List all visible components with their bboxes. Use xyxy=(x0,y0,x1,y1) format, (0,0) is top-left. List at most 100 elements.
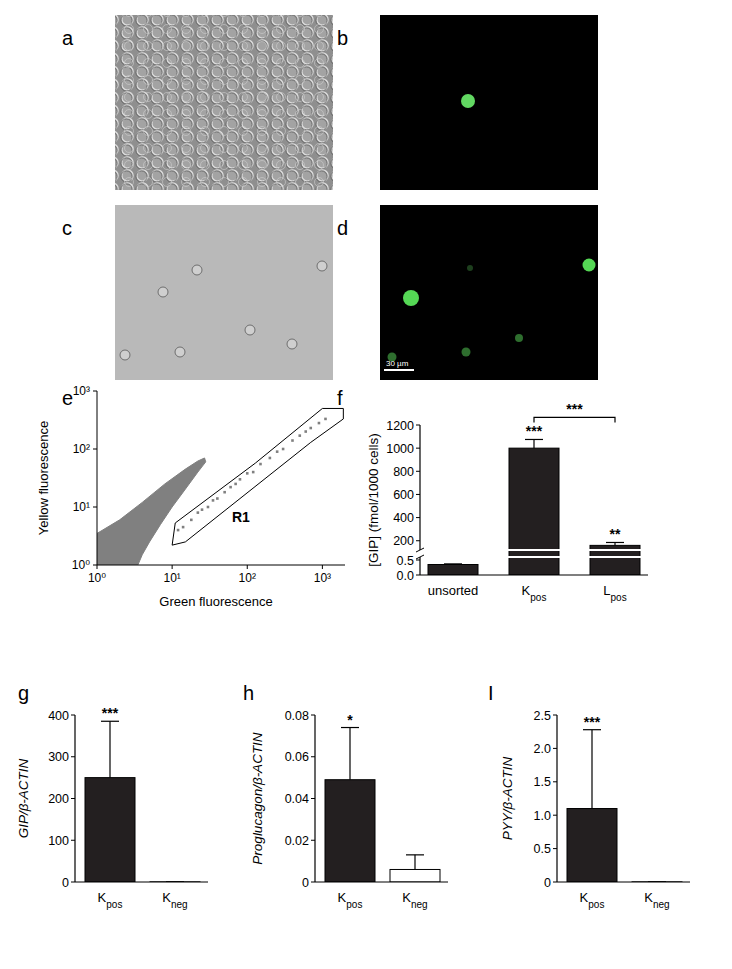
y-axis-title: Yellow fluorescence xyxy=(36,421,51,535)
category-main: K xyxy=(402,890,411,905)
significance-label: * xyxy=(347,712,353,728)
event-point xyxy=(276,450,279,453)
y-tick-label: 800 xyxy=(393,465,414,479)
category-main: K xyxy=(338,890,347,905)
y-tick xyxy=(416,448,420,449)
category-sub: neg xyxy=(653,899,670,910)
event-point xyxy=(309,427,312,430)
image-c xyxy=(115,205,333,380)
significance-label: *** xyxy=(584,714,601,730)
category-sub: pos xyxy=(611,592,627,603)
cell xyxy=(317,261,327,271)
category-label: unsorted xyxy=(428,583,479,598)
panel-label: c xyxy=(62,217,72,239)
plot-area xyxy=(567,730,682,882)
y-tick-label: 2.5 xyxy=(534,709,551,723)
category-label: Kpos xyxy=(522,583,547,603)
panel-label: d xyxy=(337,217,348,239)
plot-area xyxy=(97,408,343,565)
y-tick xyxy=(416,471,420,472)
event-point xyxy=(229,486,232,489)
significance-bracket xyxy=(534,417,615,422)
y-tick-label: 10³ xyxy=(73,384,90,398)
category-label: Lpos xyxy=(603,583,626,603)
error-bar xyxy=(606,542,624,545)
bar-chart: KposKneg0100200300400GIP/β-ACTIN*** xyxy=(16,705,208,909)
y-tick xyxy=(553,882,557,883)
y-axis-title: [GIP] (fmol/1000 cells) xyxy=(366,433,381,567)
bar-chart: KposKneg00.51.01.52.02.5PYY/β-ACTIN*** xyxy=(500,709,690,910)
category-main: K xyxy=(98,890,107,905)
event-point xyxy=(282,448,285,451)
category-label: Kpos xyxy=(338,890,363,910)
event-point xyxy=(269,457,272,460)
y-tick xyxy=(416,494,420,495)
y-tick-label: 1.5 xyxy=(534,775,551,789)
x-tick xyxy=(247,565,248,569)
x-tick xyxy=(97,565,98,569)
y-tick-label: 0.06 xyxy=(285,750,309,764)
y-tick xyxy=(311,756,315,757)
event-point xyxy=(197,511,200,514)
category-sub: neg xyxy=(171,899,188,910)
x-tick-label: 10¹ xyxy=(163,571,180,585)
error-bar-stem xyxy=(414,855,415,870)
axis-break-line xyxy=(508,549,560,551)
cell xyxy=(120,350,130,360)
y-tick-label: 10⁰ xyxy=(72,558,90,572)
error-bar-stem xyxy=(109,721,110,777)
y-tick-label: 1.0 xyxy=(534,809,551,823)
fluorescent-cell xyxy=(462,348,471,357)
axis-break-mark xyxy=(416,555,424,559)
category-main: K xyxy=(162,890,171,905)
significance-label: ** xyxy=(610,526,621,542)
plot-area xyxy=(325,728,440,882)
figure: abcdefghI30 µmR110⁰10¹10²10³10⁰10¹10²10³… xyxy=(0,0,732,969)
event-point xyxy=(212,499,215,502)
panel-label: h xyxy=(243,682,254,704)
event-point xyxy=(304,430,307,433)
category-sub: pos xyxy=(530,592,546,603)
x-tick-label: 10² xyxy=(239,571,256,585)
axis-break-mark xyxy=(416,548,424,552)
y-tick xyxy=(553,815,557,816)
axis-break-line xyxy=(589,549,641,551)
y-tick xyxy=(416,517,420,518)
y-tick xyxy=(311,798,315,799)
x-tick-label: 10⁰ xyxy=(88,571,106,585)
error-bar xyxy=(525,439,543,448)
y-tick xyxy=(93,565,97,566)
scale-bar-label: 30 µm xyxy=(386,359,409,368)
event-point xyxy=(246,472,249,475)
event-cloud xyxy=(97,458,206,565)
x-axis-line xyxy=(557,881,690,882)
y-tick xyxy=(416,560,420,561)
error-bar-stem xyxy=(533,439,534,448)
y-tick xyxy=(71,798,75,799)
fluorescent-cell xyxy=(467,265,473,271)
y-tick-label: 0.04 xyxy=(285,792,309,806)
gate-label: R1 xyxy=(232,509,250,525)
y-tick xyxy=(553,748,557,749)
category-main: K xyxy=(522,583,531,598)
y-tick xyxy=(553,848,557,849)
scale-bar xyxy=(384,369,414,371)
y-axis-title: Proglucagon/β-ACTIN xyxy=(250,732,265,865)
error-bar xyxy=(406,855,424,870)
y-tick-label: 600 xyxy=(393,488,414,502)
y-tick xyxy=(553,715,557,716)
event-point xyxy=(259,463,262,466)
event-point xyxy=(291,439,294,442)
y-tick-label: 0 xyxy=(62,876,69,890)
y-tick-label: 0 xyxy=(544,876,551,890)
axis-break-line xyxy=(589,556,641,558)
y-tick-label: 400 xyxy=(48,709,69,723)
y-axis-line xyxy=(556,715,557,882)
fluorescent-cell xyxy=(583,259,596,272)
image-a-overlay xyxy=(115,15,333,190)
fluorescent-cell xyxy=(515,334,523,342)
y-tick xyxy=(71,882,75,883)
event-point xyxy=(201,508,204,511)
panel-label: g xyxy=(18,682,29,704)
error-bar-stem xyxy=(591,730,592,809)
